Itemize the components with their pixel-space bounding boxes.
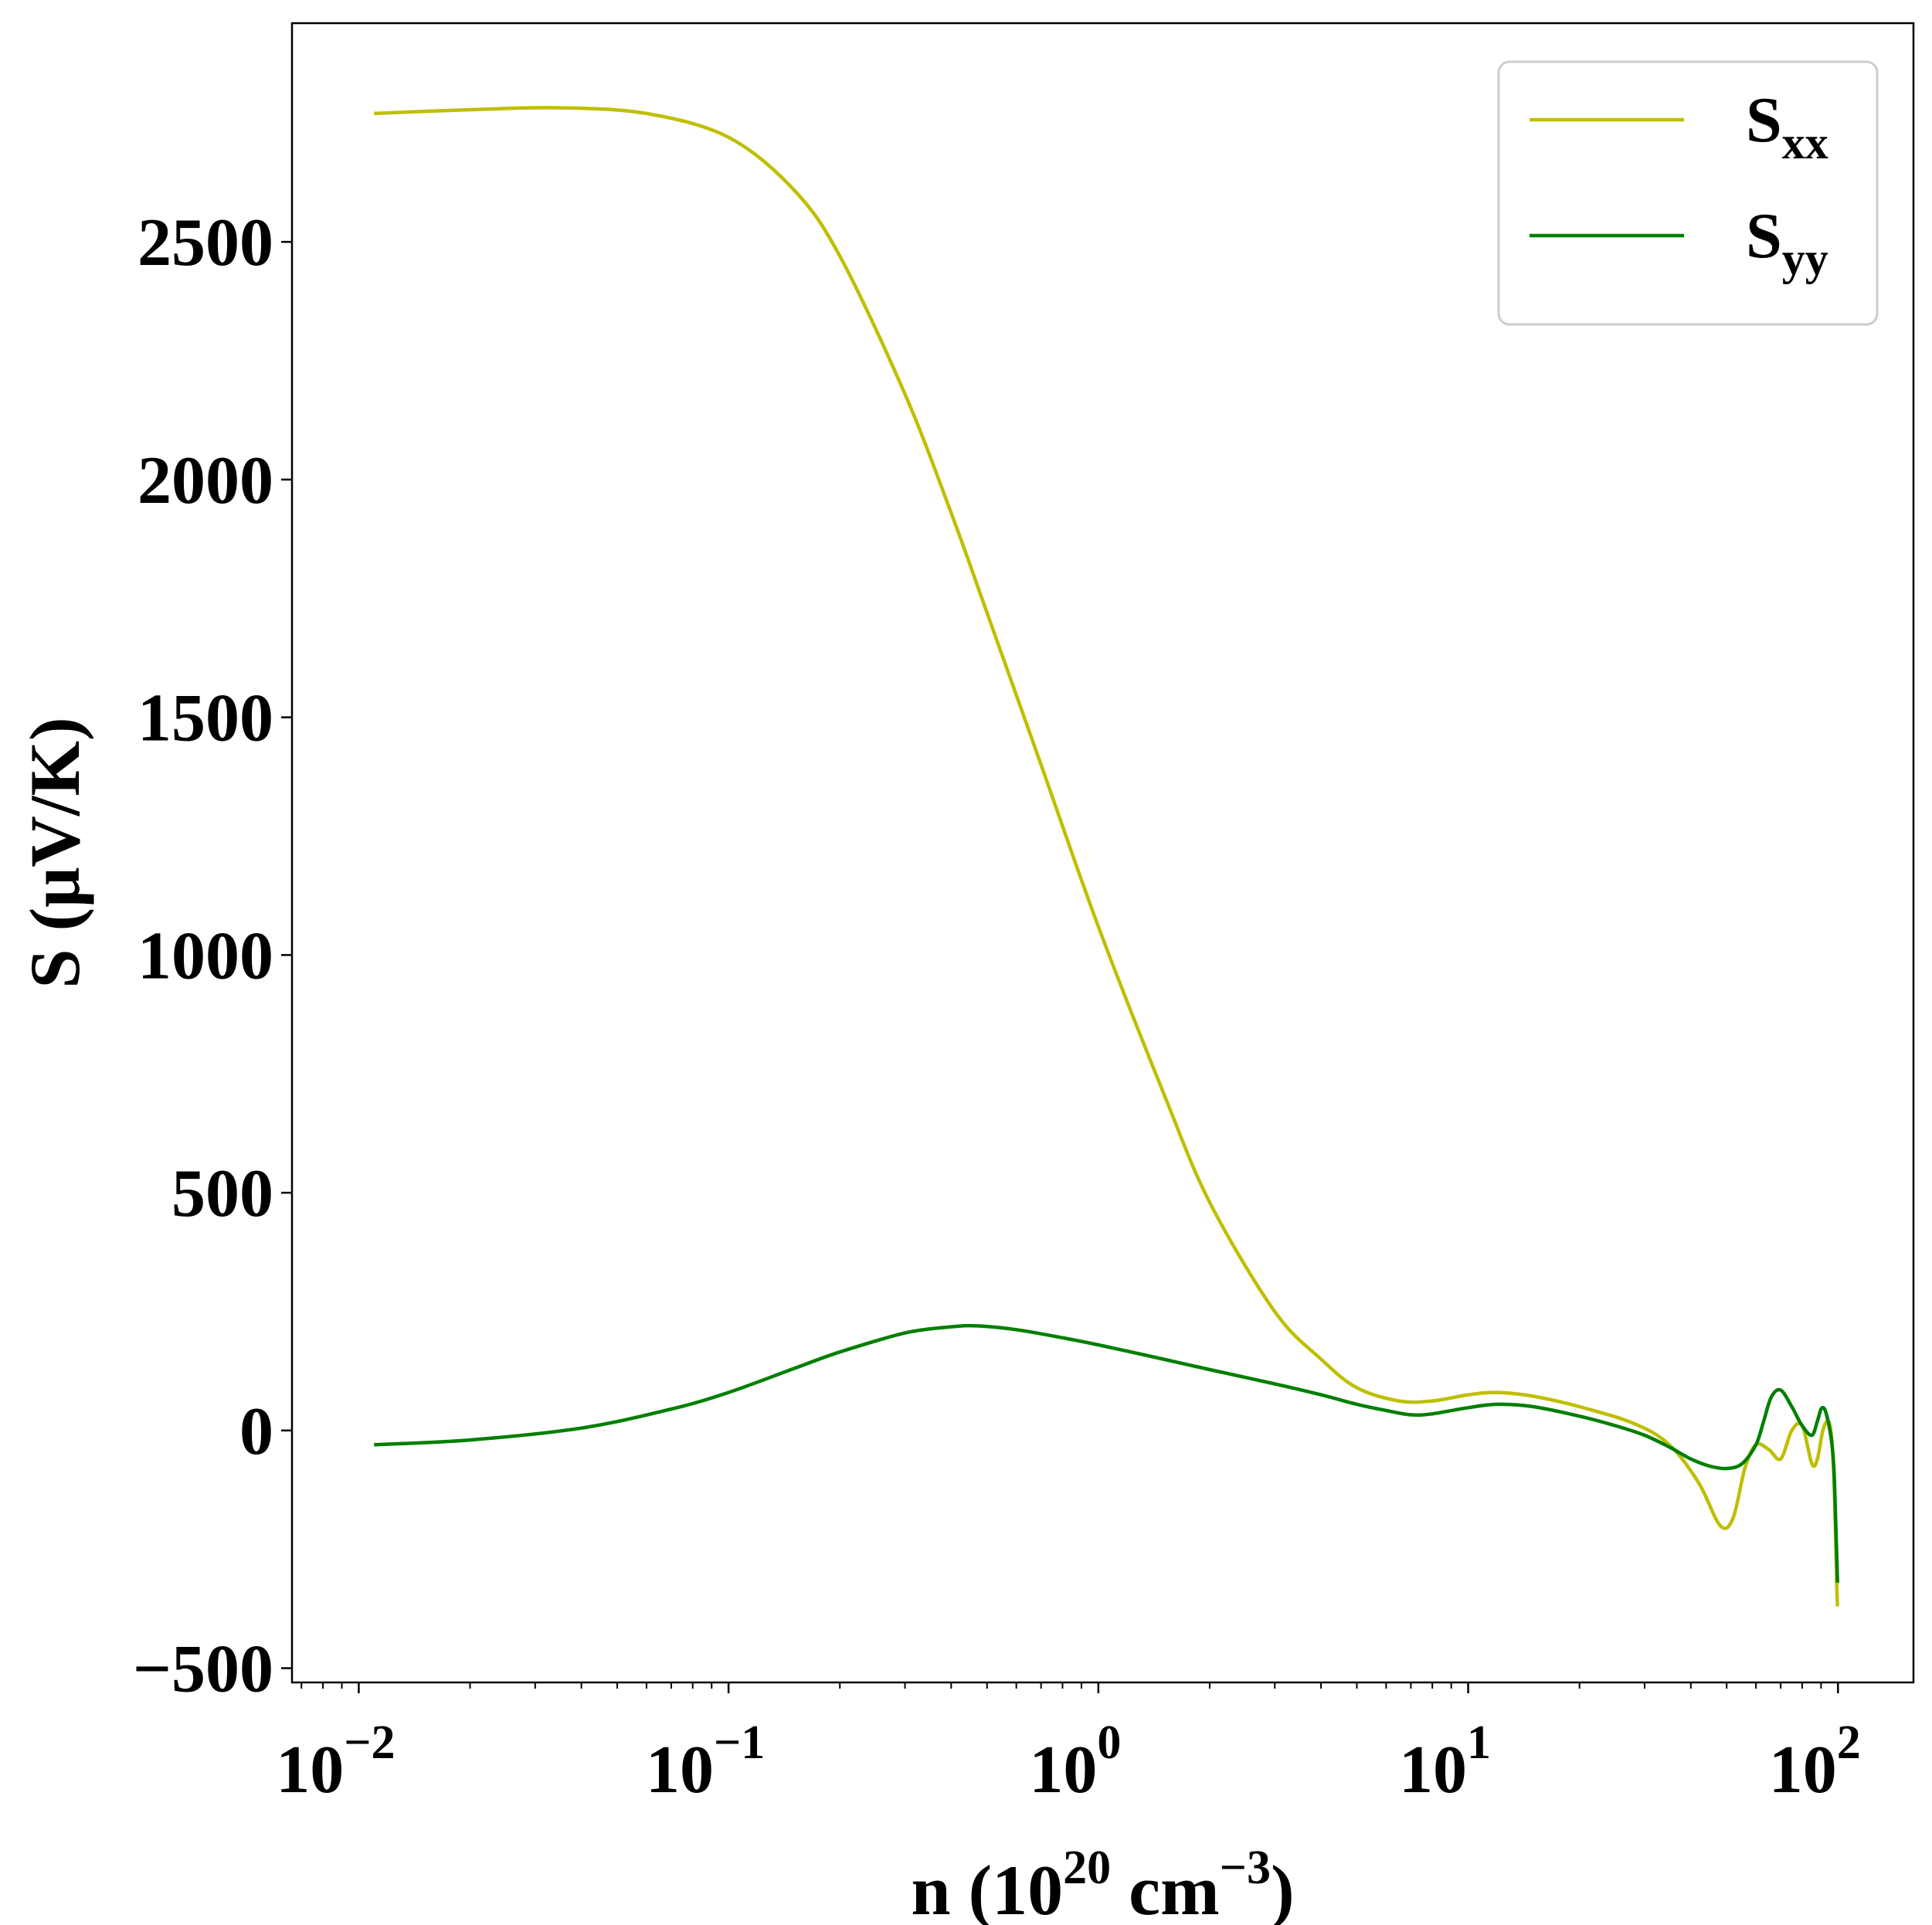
x-tick-base: 10 xyxy=(1399,1733,1467,1808)
legend-label-main: S xyxy=(1746,84,1782,156)
x-axis-label-sup2: −3 xyxy=(1220,1842,1271,1894)
x-tick-base: 10 xyxy=(276,1733,344,1808)
x-tick-base: 10 xyxy=(1769,1733,1837,1808)
legend-label: Syy xyxy=(1746,200,1828,284)
x-tick-label: 10−2 xyxy=(276,1716,395,1808)
x-tick-exponent: −2 xyxy=(344,1716,395,1769)
y-tick-label: 0 xyxy=(239,1394,273,1469)
x-tick-exponent: −1 xyxy=(714,1716,765,1769)
y-tick-label: 1500 xyxy=(138,681,273,756)
x-axis-label-sup1: 20 xyxy=(1063,1842,1111,1894)
y-tick-label: 2000 xyxy=(138,443,273,518)
x-tick-exponent: 0 xyxy=(1097,1716,1121,1769)
x-tick-exponent: 2 xyxy=(1837,1716,1861,1769)
series-line-syy xyxy=(374,1323,1839,1583)
plot-frame xyxy=(290,22,1915,1684)
legend-label-subscript: yy xyxy=(1782,233,1828,284)
x-axis-label: n (1020 cm−3) xyxy=(911,1842,1294,1925)
x-tick-base: 10 xyxy=(646,1733,714,1808)
x-axis-label-prefix: n (10 xyxy=(911,1851,1063,1925)
legend-label-subscript: xx xyxy=(1782,117,1828,168)
x-tick-label: 10−1 xyxy=(646,1716,765,1808)
y-tick-label: −500 xyxy=(133,1632,273,1707)
y-tick-label: 2500 xyxy=(138,205,273,280)
x-tick-label: 100 xyxy=(1029,1716,1121,1808)
series-line-sxx xyxy=(374,106,1839,1607)
series-layer xyxy=(374,106,1839,1607)
x-axis-label-middle: cm xyxy=(1111,1851,1219,1925)
x-tick-base: 10 xyxy=(1029,1733,1097,1808)
x-tick-label: 101 xyxy=(1399,1716,1491,1808)
legend-label: Sxx xyxy=(1746,84,1828,168)
y-axis-label: S (μV/K) xyxy=(15,717,94,988)
legend-label-main: S xyxy=(1746,200,1782,272)
x-tick-label: 102 xyxy=(1769,1716,1861,1808)
y-tick-label: 1000 xyxy=(138,918,273,993)
legend-box xyxy=(1497,60,1879,326)
x-axis-label-suffix: ) xyxy=(1271,1851,1295,1925)
x-tick-exponent: 1 xyxy=(1467,1716,1491,1769)
y-tick-label: 500 xyxy=(171,1156,273,1231)
